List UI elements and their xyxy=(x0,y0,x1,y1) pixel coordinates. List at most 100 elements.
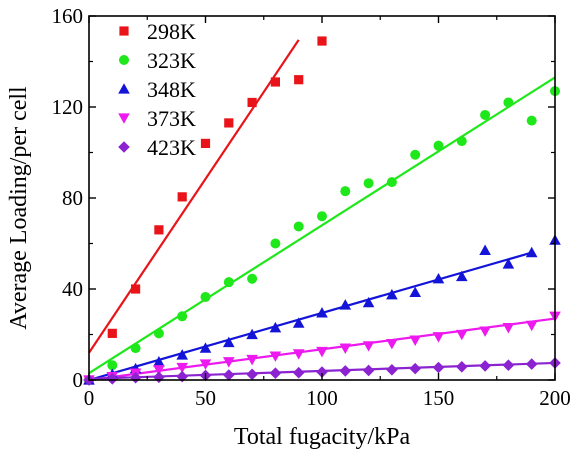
data-point-373k xyxy=(502,323,515,334)
data-point-298k xyxy=(247,97,257,108)
data-point-373k xyxy=(199,359,212,370)
data-point-298k xyxy=(107,328,117,338)
data-point-423k xyxy=(153,371,165,384)
data-point-348k xyxy=(362,296,375,308)
data-point-373k xyxy=(246,354,258,366)
data-point-423k xyxy=(176,370,188,383)
data-point-423k xyxy=(339,365,352,377)
data-point-373k xyxy=(479,326,491,337)
x-tick-label: 150 xyxy=(423,386,455,410)
fit-line-348k xyxy=(88,251,533,382)
legend-label: 323K xyxy=(147,48,196,73)
data-point-348k xyxy=(176,349,188,360)
x-tick-label: 200 xyxy=(539,386,571,410)
data-point-323k xyxy=(456,136,467,147)
legend-item-348k: 348K xyxy=(118,77,196,102)
data-point-323k xyxy=(503,97,514,108)
data-point-423k xyxy=(223,369,235,381)
data-point-373k xyxy=(432,332,445,343)
data-point-373k xyxy=(386,338,398,350)
data-point-348k xyxy=(269,321,282,333)
data-point-348k xyxy=(316,307,328,318)
y-tick-label: 80 xyxy=(62,186,83,210)
legend-label: 298K xyxy=(147,19,196,44)
data-point-423k xyxy=(386,363,398,376)
data-point-423k xyxy=(525,358,538,370)
data-point-373k xyxy=(316,346,328,358)
y-tick-label: 0 xyxy=(73,368,84,392)
legend-label: 373K xyxy=(147,106,196,131)
legend-marker xyxy=(119,26,129,36)
data-point-348k xyxy=(502,258,515,269)
data-point-373k xyxy=(292,349,305,360)
legend-item-373k: 373K xyxy=(118,106,196,131)
data-point-323k xyxy=(317,211,327,222)
data-point-298k xyxy=(270,77,280,87)
data-point-373k xyxy=(176,362,188,374)
data-point-323k xyxy=(340,186,351,197)
legend-item-323k: 323K xyxy=(119,48,196,73)
data-point-323k xyxy=(526,115,537,126)
legend-marker xyxy=(118,141,130,153)
data-point-348k xyxy=(223,336,235,348)
data-point-373k xyxy=(456,329,468,341)
data-point-323k xyxy=(386,177,397,188)
data-point-298k xyxy=(154,225,164,235)
data-point-323k xyxy=(107,360,118,371)
data-point-323k xyxy=(130,343,141,354)
data-point-423k xyxy=(316,366,328,378)
y-tick-label: 40 xyxy=(62,277,83,301)
data-point-348k xyxy=(409,286,421,298)
data-point-423k xyxy=(362,364,375,377)
data-point-348k xyxy=(525,246,538,258)
data-point-423k xyxy=(106,373,119,385)
data-point-423k xyxy=(432,361,445,374)
data-point-373k xyxy=(525,320,538,332)
data-point-423k xyxy=(409,362,421,375)
data-point-373k xyxy=(223,357,235,368)
legend-label: 348K xyxy=(147,77,196,102)
data-point-323k xyxy=(363,178,374,189)
x-tick-label: 50 xyxy=(195,386,216,410)
x-tick-label: 0 xyxy=(84,386,95,410)
data-point-298k xyxy=(177,192,187,202)
data-point-323k xyxy=(410,149,421,160)
data-point-323k xyxy=(223,277,234,288)
data-point-423k xyxy=(479,360,491,372)
legend-label: 423K xyxy=(147,135,196,160)
y-tick-label: 160 xyxy=(52,4,84,28)
data-point-423k xyxy=(246,368,258,381)
data-point-323k xyxy=(247,273,258,284)
data-point-423k xyxy=(292,366,305,379)
data-point-423k xyxy=(502,359,515,372)
data-point-373k xyxy=(153,365,165,376)
data-point-323k xyxy=(480,109,491,120)
data-point-348k xyxy=(246,328,258,340)
data-point-323k xyxy=(270,238,281,249)
legend-marker xyxy=(118,113,130,124)
data-point-373k xyxy=(362,341,375,352)
data-point-298k xyxy=(317,36,327,46)
data-point-348k xyxy=(386,288,398,300)
legend: 298K 323K 348K 373K 423K xyxy=(118,19,196,160)
legend-item-423k: 423K xyxy=(118,135,196,160)
x-tick-label: 100 xyxy=(306,386,338,410)
data-point-373k xyxy=(339,343,352,354)
data-point-348k xyxy=(456,270,468,282)
data-point-298k xyxy=(294,75,304,85)
y-axis-title: Average Loading/per cell xyxy=(6,86,32,330)
data-point-348k xyxy=(292,317,305,328)
legend-item-298k: 298K xyxy=(119,19,196,44)
data-point-323k xyxy=(153,328,164,339)
data-point-298k xyxy=(224,118,234,128)
data-point-323k xyxy=(433,140,444,151)
data-point-423k xyxy=(456,361,468,373)
data-point-373k xyxy=(269,351,282,362)
fit-line-323k xyxy=(88,76,556,375)
legend-marker xyxy=(118,83,130,94)
data-point-298k xyxy=(200,138,211,148)
data-point-348k xyxy=(432,272,445,284)
data-point-348k xyxy=(153,356,165,367)
y-tick-label: 120 xyxy=(52,95,84,119)
